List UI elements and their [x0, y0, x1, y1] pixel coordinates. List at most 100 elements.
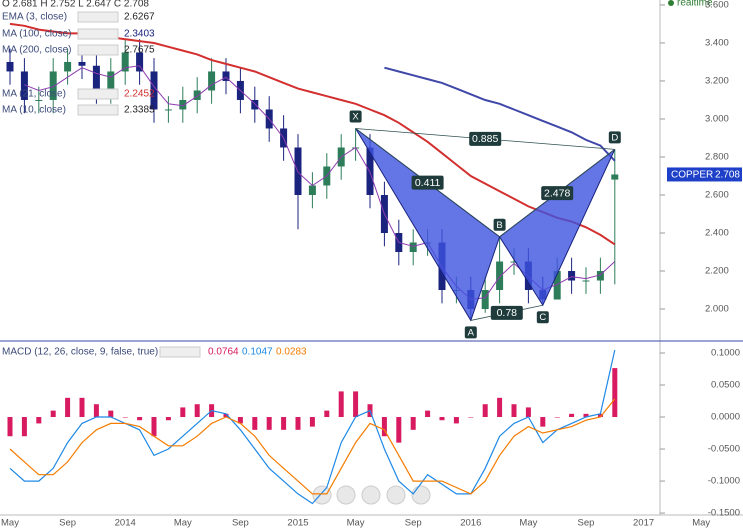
x-tick-label: May [1, 518, 19, 529]
candle-body [20, 71, 28, 100]
ohlc-header: O 2.681 H 2.752 L 2.647 C 2.708 [2, 0, 149, 10]
histogram-bar [396, 417, 402, 443]
histogram-bar [381, 417, 387, 437]
candle-body [251, 99, 259, 110]
x-tick-label: 2016 [460, 518, 481, 529]
point-label: A [468, 327, 475, 338]
x-tick-label: May [692, 518, 710, 529]
histogram-bar [7, 417, 13, 437]
legend-icons [77, 44, 119, 56]
histogram-bar [554, 417, 560, 418]
histogram-bar [497, 397, 503, 418]
zoom-out[interactable] [336, 485, 356, 505]
histogram-bar [151, 417, 157, 437]
ratio-box [411, 175, 444, 190]
histogram-bar [338, 391, 344, 418]
candle-body [121, 52, 129, 72]
ratio-label: 0.885 [472, 133, 498, 145]
x-tick-label: Sep [59, 518, 76, 529]
macd-value: 0.0283 [276, 347, 307, 358]
realtime-label: realtime [677, 0, 713, 9]
legend-name: MA (10, close) [2, 105, 66, 116]
macd-value: 0.0764 [208, 347, 239, 358]
macd-value: 0.1047 [242, 347, 273, 358]
histogram-bar [410, 417, 416, 430]
y-tick-label: -0.1000 [708, 476, 740, 487]
legend-value: 2.2452 [124, 89, 155, 100]
x-tick-label: May [519, 518, 537, 529]
x-tick-label: 2017 [633, 518, 654, 529]
histogram-bar [425, 410, 431, 418]
ratio-box [469, 131, 502, 146]
zoom-right[interactable] [411, 485, 431, 505]
candle-body [481, 290, 489, 310]
ratio-label: 0.78 [497, 307, 518, 319]
histogram-bar [165, 417, 171, 421]
histogram-bar [583, 413, 589, 418]
ma-line [384, 66, 616, 162]
x-tick-label: May [174, 518, 192, 529]
macd-title: MACD (12, 26, close, 9, false, true) [2, 347, 158, 358]
candle-body [64, 61, 72, 72]
ratio-label: 2.478 [544, 187, 570, 199]
candle-body [553, 271, 561, 300]
y-tick-label: 3.600 [705, 0, 729, 10]
histogram-bar [540, 417, 546, 427]
histogram-bar [137, 417, 143, 421]
x-tick-label: May [347, 518, 365, 529]
y-tick-label: 0.1000 [711, 348, 740, 359]
point-label: B [496, 220, 502, 231]
x-tick-label: Sep [578, 518, 595, 529]
realtime-dot [668, 0, 674, 6]
histogram-bar [511, 404, 517, 418]
histogram-bar [439, 417, 445, 421]
histogram-bar [266, 417, 272, 430]
price-tag [667, 167, 742, 182]
zoom-left[interactable] [312, 485, 332, 505]
x-tick-label: 2015 [287, 518, 308, 529]
candle-body [208, 71, 216, 91]
histogram-bar [309, 417, 315, 427]
candle-body [92, 65, 100, 91]
legend-name: MA (21, close) [2, 89, 66, 100]
candle-body [193, 90, 201, 100]
x-tick-label: Sep [405, 518, 422, 529]
point-box [349, 110, 362, 123]
legend-icons [159, 346, 201, 358]
histogram-bar [597, 413, 603, 418]
ratio-label: 0.411 [415, 177, 441, 189]
legend-value: 2.3385 [124, 105, 155, 116]
histogram-bar [252, 417, 258, 430]
histogram-bar [453, 417, 459, 424]
ma-line [24, 65, 616, 301]
legend-icons [77, 104, 119, 116]
histogram-bar [482, 404, 488, 418]
histogram-bar [36, 417, 42, 424]
candle-body [568, 271, 576, 281]
price-tag-value: 2.708 [715, 170, 740, 181]
point-label: X [352, 111, 359, 122]
histogram-bar [122, 417, 128, 418]
legend-icons [77, 28, 119, 40]
y-tick-label: 3.400 [705, 37, 729, 48]
point-box [536, 311, 549, 324]
legend-name: MA (200, close) [2, 45, 71, 56]
zoom-controls [312, 485, 431, 505]
histogram-bar [569, 413, 575, 418]
y-tick-label: 2.400 [705, 228, 729, 239]
point-label: C [539, 312, 546, 323]
x-tick-label: Sep [232, 518, 249, 529]
legend-value: 2.3403 [124, 29, 155, 40]
price-tag-symbol: COPPER [671, 170, 713, 181]
candle-body [308, 185, 316, 195]
ratio-box [541, 186, 574, 201]
legend-name: MA (100, close) [2, 29, 71, 40]
zoom-in[interactable] [386, 485, 406, 505]
legend-value: 2.7675 [124, 45, 155, 56]
histogram-bar [223, 413, 229, 418]
y-tick-label: 2.000 [705, 304, 729, 315]
histogram-bar [194, 404, 200, 418]
y-tick-label: 2.600 [705, 190, 729, 201]
zoom-reset[interactable] [361, 485, 381, 505]
